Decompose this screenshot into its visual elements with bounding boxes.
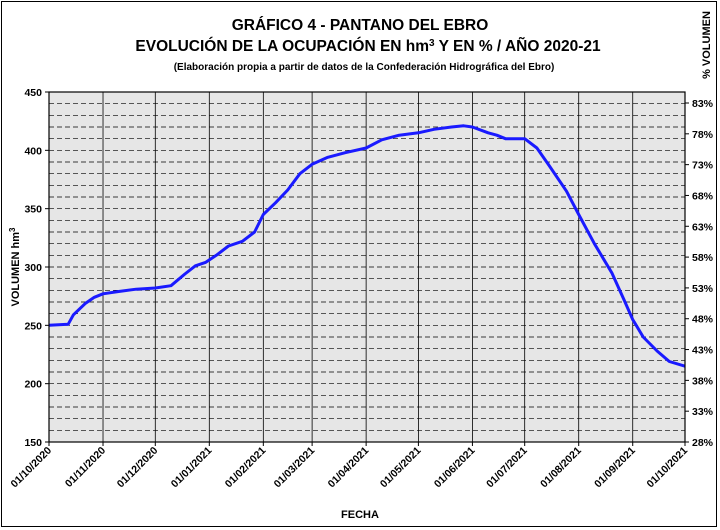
x-tick-label: 01/07/2021 — [484, 445, 530, 491]
x-tick-label: 01/12/2020 — [115, 445, 161, 491]
x-tick-label: 01/09/2021 — [592, 445, 638, 491]
y2-tick-label: 73% — [692, 160, 714, 172]
y-axis-label: VOLUMEN hm3 — [8, 227, 23, 307]
series-line — [48, 124, 686, 368]
y2-tick-label: 83% — [692, 98, 714, 110]
y2-tick-label: 48% — [692, 314, 714, 326]
x-tick-label: 01/10/2021 — [644, 445, 690, 491]
x-tick-label: 01/08/2021 — [538, 445, 584, 491]
y-tick-label: 150 — [24, 437, 42, 449]
y2-tick-label: 78% — [692, 129, 714, 141]
y-tick-label: 250 — [24, 320, 42, 332]
x-tick-label: 01/04/2021 — [326, 445, 372, 491]
x-tick-label: 01/10/2020 — [8, 445, 54, 491]
chart-title: GRÁFICO 4 - PANTANO DEL EBRO — [232, 17, 489, 34]
x-tick-label: 01/06/2021 — [432, 445, 478, 491]
plot-border — [48, 91, 686, 443]
x-tick-label: 01/11/2020 — [63, 445, 108, 490]
y-tick-label: 200 — [24, 379, 42, 391]
y2-tick-label: 28% — [692, 437, 714, 449]
y-tick-label: 350 — [24, 204, 42, 216]
x-tick-label: 01/02/2021 — [223, 445, 269, 491]
y2-tick-label: 33% — [692, 406, 714, 418]
y2-tick-label: 43% — [692, 345, 714, 357]
chart-subtitle: EVOLUCIÓN DE LA OCUPACIÓN EN hm3 Y EN % … — [135, 37, 601, 55]
y2-tick-label: 63% — [692, 221, 714, 233]
x-axis-label: FECHA — [341, 509, 379, 521]
y-tick-label: 450 — [24, 87, 42, 99]
y2-tick-label: 58% — [692, 252, 714, 264]
x-tick-label: 01/01/2021 — [169, 445, 215, 491]
y2-tick-label: 53% — [692, 283, 714, 295]
x-tick-label: 01/05/2021 — [378, 445, 424, 491]
y-axis-ticks: 150 200 250 300 350 400 450 — [24, 87, 49, 449]
x-axis-ticks: 01/10/2020 01/11/2020 01/12/2020 01/01/2021… — [8, 442, 690, 490]
y2-axis-ticks: 28% 33% 38% 43% 48% 53% 58% 63% 68% 73% 78% 83% — [685, 98, 714, 449]
y-tick-label: 300 — [24, 262, 42, 274]
y2-axis-label: % VOLUMEN — [701, 11, 713, 79]
grid — [49, 92, 685, 442]
y2-tick-label: 68% — [692, 190, 714, 202]
y-tick-label: 400 — [24, 145, 42, 157]
chart-note: (Elaboración propia a partir de datos de… — [174, 62, 555, 73]
y2-tick-label: 38% — [692, 375, 714, 387]
x-tick-label: 01/03/2021 — [272, 445, 318, 491]
